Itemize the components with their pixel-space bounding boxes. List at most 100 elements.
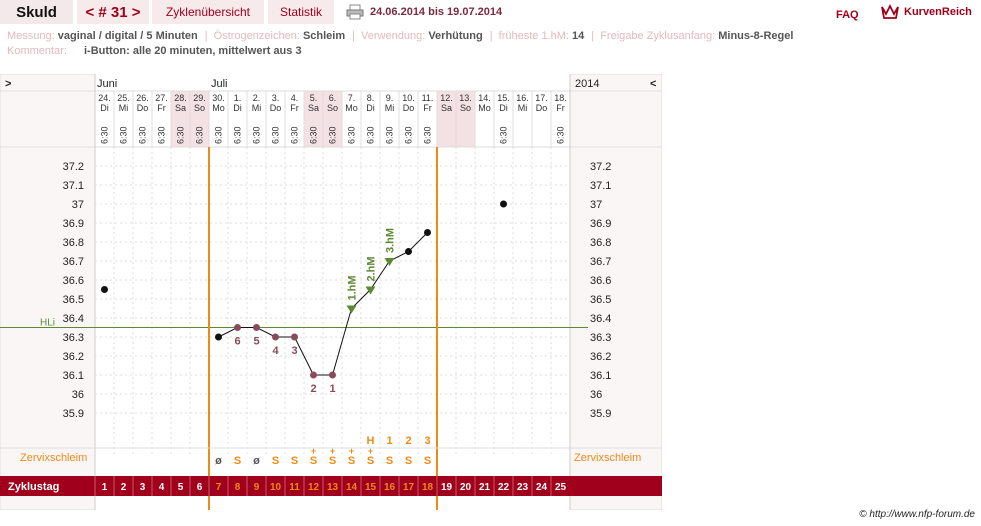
low-label: 6 — [234, 336, 240, 348]
weekday-label: Mi — [385, 103, 395, 113]
date-label: 10. — [402, 93, 415, 103]
temperature-point — [215, 333, 222, 341]
month-label: Juli — [211, 78, 228, 90]
date-range: 24.06.2014 bis 19.07.2014 — [370, 6, 503, 18]
weekday-label: Di — [366, 103, 375, 113]
date-label: 6. — [329, 93, 337, 103]
y-tick-label-left: 37 — [72, 199, 84, 211]
y-tick-label-right: 36.9 — [590, 218, 611, 230]
cycle-day-number: 6 — [197, 482, 203, 493]
weekday-label: Do — [536, 103, 548, 113]
crown-icon — [881, 3, 899, 19]
tab-statistics[interactable]: Statistik — [268, 0, 334, 24]
time-label: 6:30 — [157, 126, 167, 144]
cycle-day-number: 13 — [327, 482, 339, 493]
earliest-value: 14 — [572, 30, 585, 42]
faq-link[interactable]: FAQ — [836, 9, 859, 21]
y-tick-label-right: 36.5 — [590, 294, 611, 306]
weekday-label: Do — [270, 103, 282, 113]
measurement-label: Messung: — [7, 30, 55, 42]
weekday-label: So — [460, 103, 471, 113]
y-tick-label-left: 36.5 — [63, 294, 84, 306]
y-tick-label-left: 36.9 — [63, 218, 84, 230]
cycle-day-number: 23 — [517, 482, 529, 493]
date-label: 11. — [422, 93, 434, 103]
weekday-label: Fr — [290, 103, 299, 113]
high-marker-triangle — [365, 286, 376, 295]
info-line-1: Messung: vaginal / digital / 5 Minuten | … — [7, 30, 794, 42]
mucus-value: S — [234, 455, 241, 467]
time-label: 6:30 — [252, 126, 262, 144]
nav-prev: > — [5, 78, 11, 90]
date-label: 28. — [174, 93, 187, 103]
weekday-label: Mi — [252, 103, 262, 113]
logo-text: KurvenReich — [904, 6, 972, 18]
cycle-day-number: 21 — [479, 482, 491, 493]
time-label: 6:30 — [404, 126, 414, 144]
temperature-point — [424, 229, 431, 236]
cycle-day-number: 18 — [422, 482, 434, 493]
weekday-label: Mi — [119, 103, 129, 113]
date-label: 13. — [459, 93, 472, 103]
cycle-day-number: 17 — [403, 482, 415, 493]
cycle-day-number: 16 — [384, 482, 396, 493]
logo[interactable]: KurvenReich — [880, 3, 972, 21]
mucus-plus: + — [368, 446, 373, 456]
coverline-label: HLi — [40, 318, 55, 329]
y-tick-label-right: 36.6 — [590, 275, 611, 287]
temperature-point — [253, 324, 260, 331]
weekday-label: Mo — [212, 103, 225, 113]
weekday-label: Di — [499, 103, 508, 113]
time-label: 6:30 — [309, 126, 319, 144]
release-value: Minus-8-Regel — [718, 30, 794, 42]
date-label: 7. — [348, 93, 356, 103]
year-label: 2014 — [575, 78, 599, 90]
tab-cycle-overview[interactable]: Zyklenübersicht — [152, 0, 264, 24]
date-label: 16. — [516, 93, 529, 103]
date-label: 27. — [155, 93, 168, 103]
date-label: 12. — [440, 93, 453, 103]
mucus-value: S — [348, 455, 355, 467]
high-marker-label: 1.hM — [347, 275, 359, 300]
date-label: 14. — [478, 93, 491, 103]
cycle-day-number: 7 — [216, 482, 222, 493]
y-tick-label-right: 35.9 — [590, 408, 611, 420]
high-marker-label: 2.hM — [366, 256, 378, 281]
low-label: 4 — [272, 345, 279, 357]
date-label: 18. — [554, 93, 567, 103]
weekday-label: Fr — [423, 103, 432, 113]
time-label: 6:30 — [233, 126, 243, 144]
count-label: 3 — [424, 435, 430, 447]
printer-icon[interactable] — [346, 4, 364, 20]
weekday-label: Sa — [441, 103, 452, 113]
cycle-day-number: 4 — [159, 482, 165, 493]
mucus-value: S — [291, 455, 298, 467]
time-label: 6:30 — [119, 126, 129, 144]
mucus-value: S — [310, 455, 317, 467]
cycle-nav[interactable]: < # 31 > — [77, 0, 149, 24]
y-tick-label-right: 37.2 — [590, 161, 611, 173]
date-label: 17. — [535, 93, 548, 103]
comment-value: i-Button: alle 20 minuten, mittelwert au… — [83, 45, 302, 57]
y-tick-label-right: 37.1 — [590, 180, 611, 192]
date-label: 30. — [212, 93, 225, 103]
time-label: 6:30 — [290, 126, 300, 144]
temperature-point — [272, 333, 279, 341]
usage-value: Verhütung — [428, 30, 483, 42]
time-label: 6:30 — [176, 126, 186, 144]
weekday-label: Do — [403, 103, 415, 113]
cycle-day-number: 1 — [102, 482, 108, 493]
cycle-day-number: 15 — [365, 482, 377, 493]
weekday-label: Di — [233, 103, 242, 113]
weekday-label: Mo — [345, 103, 358, 113]
cycle-day-number: 8 — [235, 482, 241, 493]
weekend-shade — [323, 91, 342, 147]
cycle-day-bar — [0, 476, 662, 496]
cycle-day-number: 14 — [346, 482, 358, 493]
time-label: 6:30 — [328, 126, 338, 144]
weekday-label: Do — [137, 103, 149, 113]
date-label: 2. — [253, 93, 261, 103]
temperature-point — [310, 371, 317, 379]
count-label: 2 — [405, 435, 411, 447]
